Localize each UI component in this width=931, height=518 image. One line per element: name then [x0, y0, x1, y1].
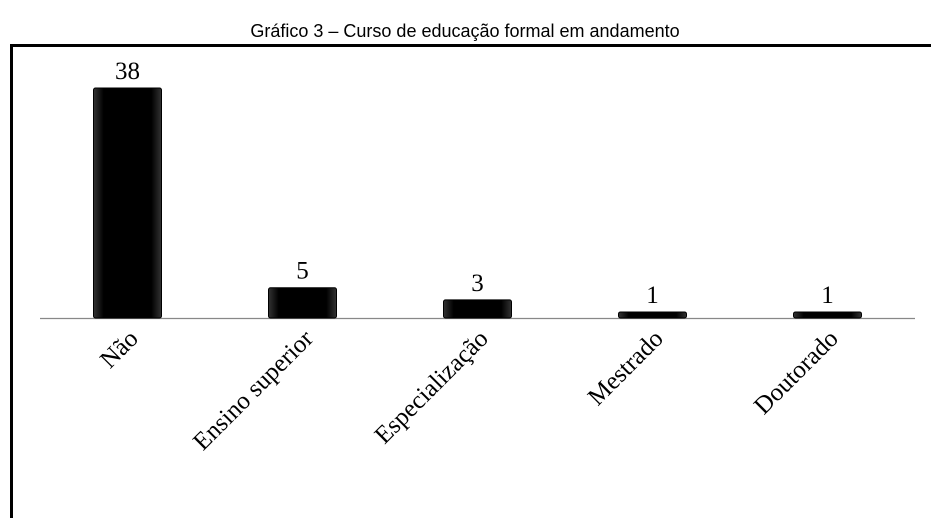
bar [793, 311, 862, 319]
data-label: 1 [646, 282, 659, 309]
x-tick-label: Especialização [370, 325, 494, 449]
chart-border [10, 44, 931, 518]
data-label: 1 [821, 282, 834, 309]
x-tick-label: Não [95, 325, 144, 374]
data-label: 3 [471, 270, 484, 297]
bar [268, 287, 337, 319]
data-label: 5 [296, 258, 309, 285]
x-tick-label: Doutorado [749, 325, 844, 420]
x-tick-label: Mestrado [583, 325, 669, 411]
bar [93, 87, 162, 319]
bar [618, 311, 687, 319]
x-tick-label: Ensino superior [188, 325, 319, 456]
bar [443, 299, 512, 319]
chart-title: Gráfico 3 – Curso de educação formal em … [250, 21, 679, 41]
data-label: 38 [115, 58, 140, 85]
